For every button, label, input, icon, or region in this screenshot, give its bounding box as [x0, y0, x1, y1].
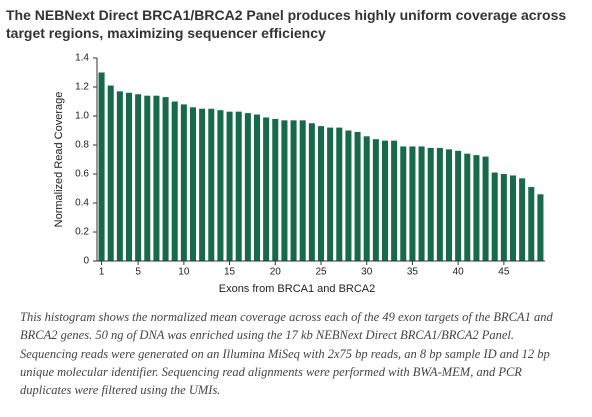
bar	[317, 126, 325, 262]
y-tick-label: 0	[83, 256, 89, 267]
bar	[135, 94, 142, 261]
bar	[391, 140, 398, 261]
bar	[107, 85, 114, 261]
bar	[327, 127, 334, 261]
chart-title: The NEBNext Direct BRCA1/BRCA2 Panel pro…	[6, 7, 567, 41]
bar	[345, 130, 352, 261]
bar	[519, 178, 526, 261]
bar	[372, 139, 379, 261]
x-axis-label: Exons from BRCA1 and BRCA2	[219, 283, 376, 295]
x-tick-label: 5	[135, 267, 141, 278]
x-tick-label: 35	[407, 267, 419, 278]
bar	[308, 123, 315, 261]
bar	[208, 108, 215, 261]
bar	[537, 194, 544, 261]
bar	[464, 153, 471, 261]
chart: 0 0.2 0.4 0.6 0.8 1.0 1.2 1.4 Normalized Read Co…	[53, 53, 545, 295]
x-tick-label: 15	[224, 267, 236, 278]
bar	[509, 175, 517, 261]
bar	[436, 147, 443, 261]
bar	[482, 156, 489, 261]
x-tick-label: 30	[361, 267, 373, 278]
x-tick-label: 45	[498, 267, 510, 278]
x-tick-label: 20	[270, 267, 282, 278]
bar	[363, 136, 370, 261]
x-tick-label: 1	[99, 267, 105, 278]
bar	[409, 146, 416, 261]
bar	[418, 146, 425, 261]
caption: This histogram shows the normalized mean…	[20, 310, 553, 398]
y-tick-label: 0.4	[75, 198, 89, 209]
bar	[473, 155, 480, 261]
bar	[125, 92, 133, 261]
bar	[263, 117, 270, 261]
y-tick-label: 0.8	[75, 140, 89, 151]
y-tick-label: 0.2	[75, 227, 89, 238]
y-tick-label: 1.2	[75, 82, 89, 93]
bar	[491, 172, 498, 261]
bar	[336, 127, 343, 261]
bar	[299, 120, 306, 261]
bar	[253, 114, 261, 261]
x-tick-label: 10	[178, 267, 190, 278]
x-tick-label: 25	[315, 267, 327, 278]
bar	[281, 120, 288, 261]
bar	[153, 95, 160, 261]
y-tick-label: 1.4	[75, 53, 89, 64]
bar	[162, 97, 169, 262]
bar	[400, 146, 407, 261]
bar	[235, 111, 242, 262]
bar	[226, 111, 233, 262]
bar	[445, 149, 453, 261]
bar	[171, 101, 178, 261]
bar	[455, 150, 462, 261]
y-tick-label: 1.0	[75, 111, 89, 122]
bar	[500, 174, 507, 261]
bar	[98, 72, 105, 261]
bar	[217, 110, 224, 261]
bar	[244, 113, 251, 261]
bar	[354, 131, 361, 261]
bar	[144, 95, 151, 261]
bar	[427, 147, 434, 261]
bar	[528, 187, 535, 261]
bar	[272, 118, 279, 262]
bar	[180, 104, 187, 262]
bar	[116, 91, 123, 261]
x-tick-label: 40	[453, 267, 465, 278]
bar	[199, 108, 206, 261]
bar	[381, 140, 389, 261]
y-tick-label: 0.6	[75, 169, 89, 180]
bar	[189, 107, 197, 261]
y-axis-label: Normalized Read Coverage	[53, 92, 65, 228]
bar	[290, 120, 297, 261]
